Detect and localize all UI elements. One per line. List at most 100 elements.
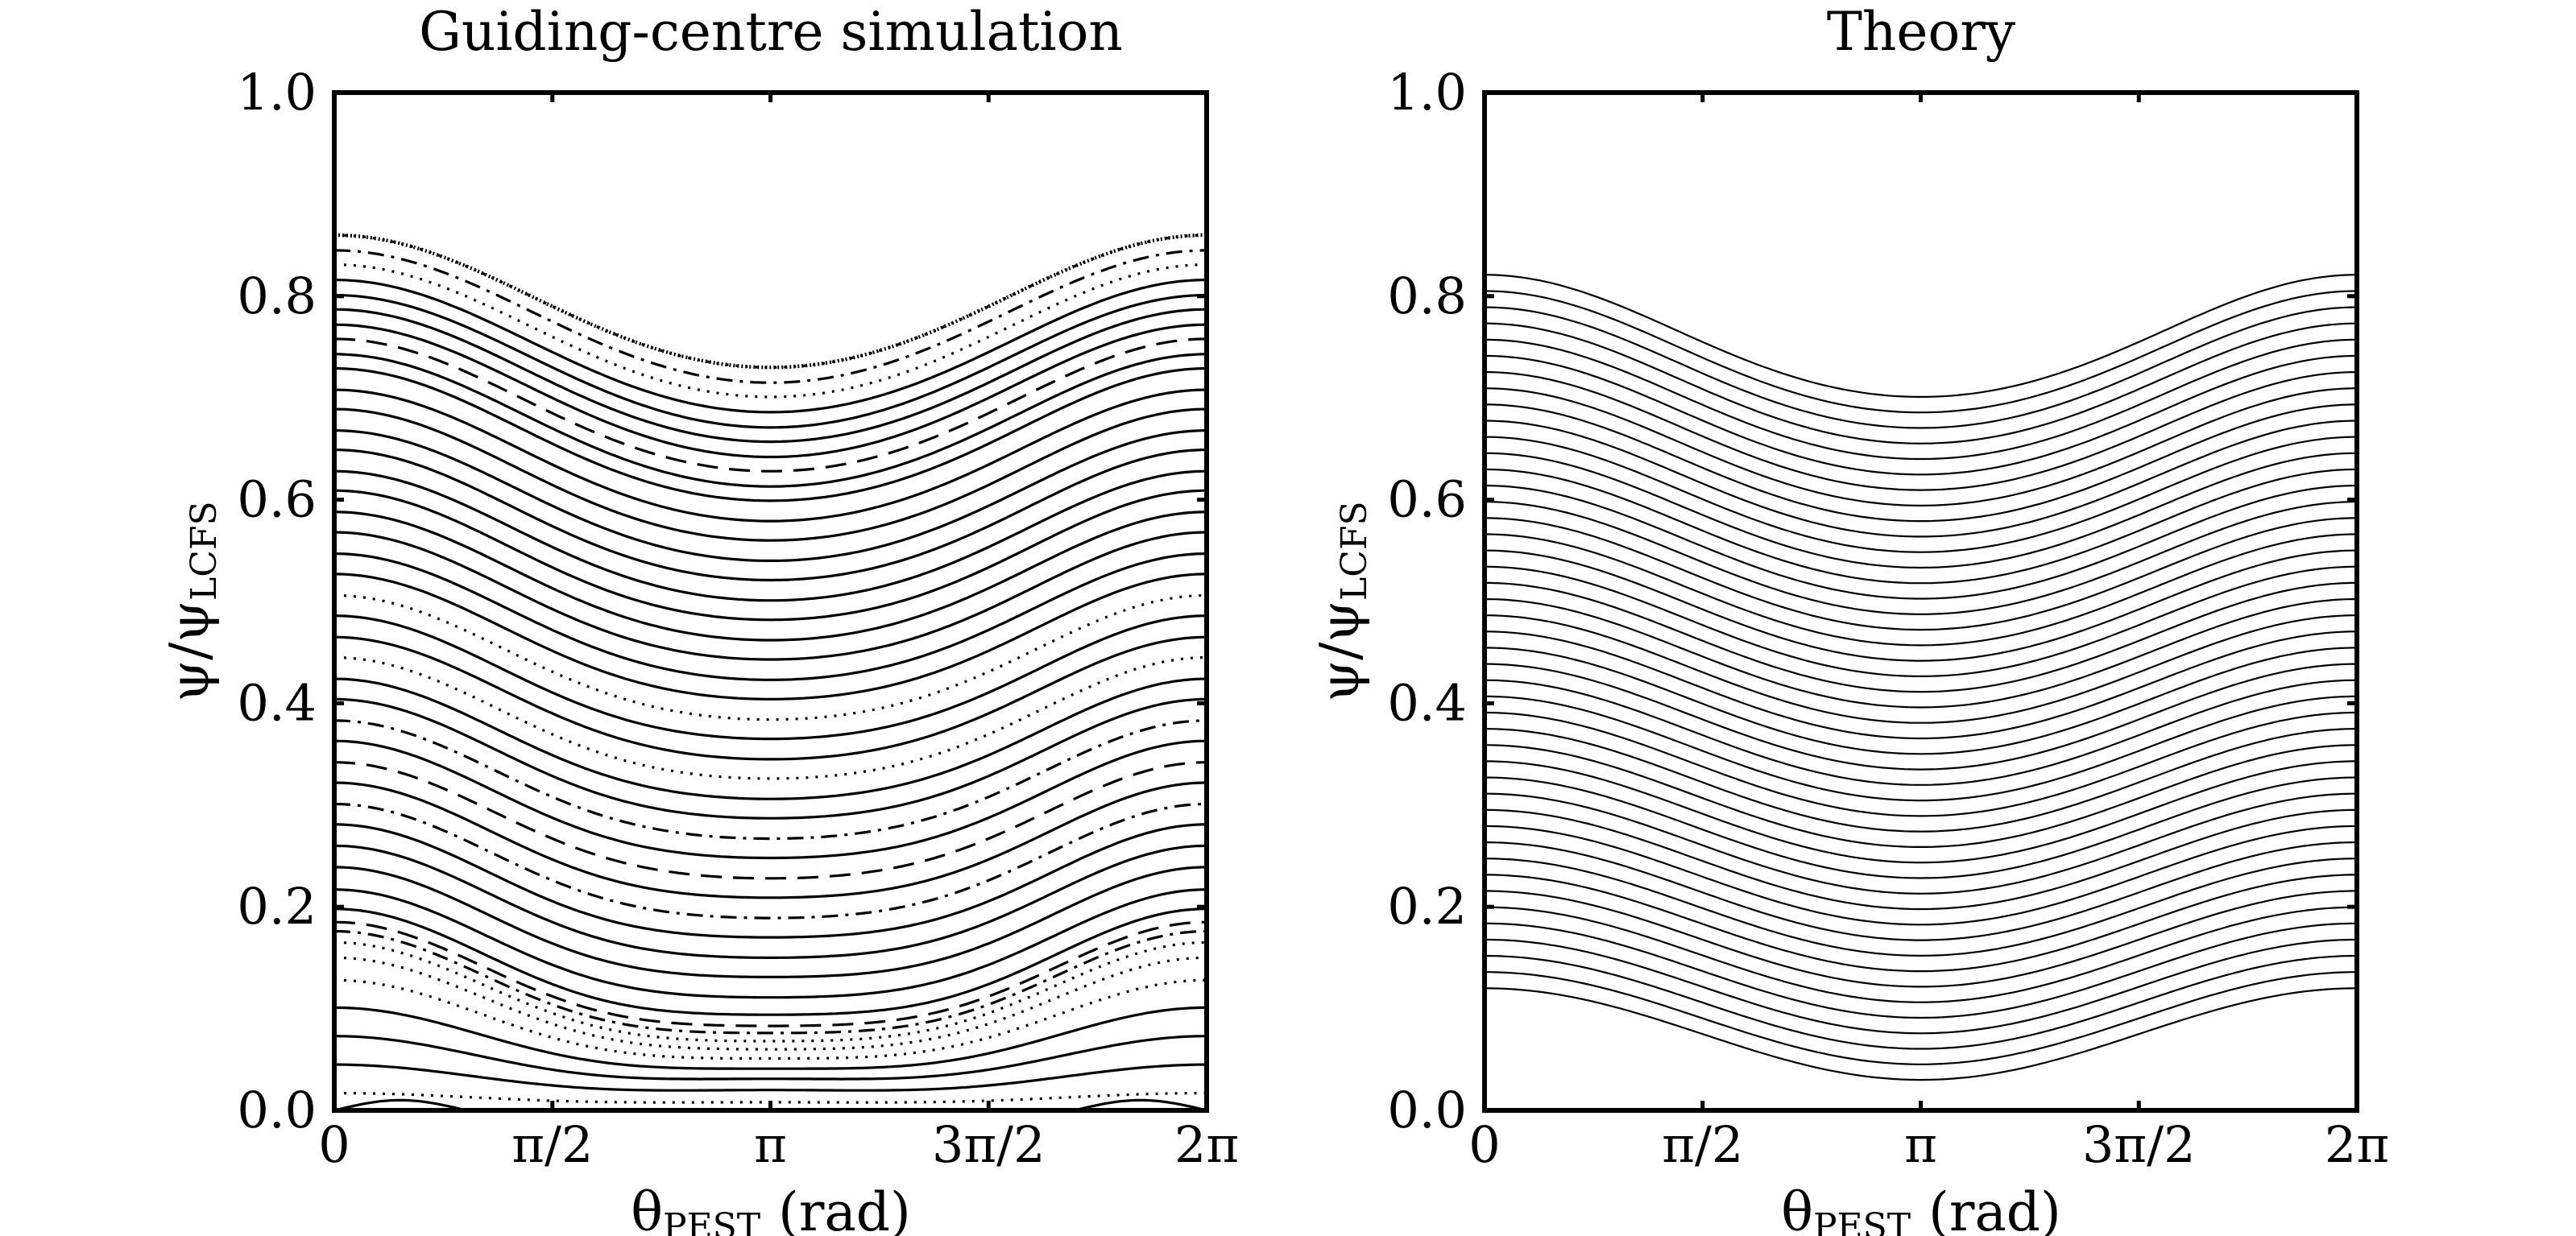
panel-guiding-centre: Guiding-centre simulation 0 π/2 π 3π/2 2π 0.0…: [159, 1, 1239, 1236]
flux-curve-level-18: [1485, 711, 2357, 817]
flux-curve-level-14: [1484, 776, 2358, 879]
flux-curve-level-5: [1485, 922, 2357, 1019]
flux-curve-level-39: [1485, 371, 2357, 491]
flux-curve-orbit-13: [333, 844, 1207, 959]
flux-curve-level-17: [1484, 728, 2358, 833]
flux-curve-level-3: [1484, 954, 2358, 1050]
y-tick-label: 0.6: [237, 470, 317, 529]
flux-curve-orbit-06: [333, 956, 1207, 1051]
flux-curve-orbit-34: [333, 407, 1207, 542]
flux-curve-level-41: [1484, 338, 2358, 461]
x-axis-label: θPEST (rad): [1781, 1181, 2061, 1236]
flux-curve-level-9: [1484, 858, 2358, 957]
y-axis-label: ψ/ψLCFS: [1309, 501, 1375, 701]
flux-curve-orbit-02: [334, 1063, 1207, 1092]
x-tick-label: 0: [318, 1115, 350, 1174]
flux-curve-orbit-15: [333, 802, 1207, 920]
x-tick-label: 2π: [1174, 1115, 1239, 1174]
x-tick-label: π: [1904, 1115, 1937, 1174]
flux-curve-orbit-44: [333, 249, 1207, 384]
x-tick-label: 0: [1468, 1115, 1500, 1174]
flux-curve-level-44: [1484, 290, 2358, 414]
flux-curve-level-29: [1485, 533, 2357, 647]
flux-curve-level-8: [1485, 874, 2357, 973]
flux-curve-orbit-18: [333, 739, 1207, 860]
flux-curve-orbit-27: [333, 552, 1207, 681]
flux-curve-orbit-28: [333, 531, 1207, 661]
flux-curve-level-12: [1484, 808, 2358, 911]
flux-curve-orbit-12: [333, 866, 1207, 978]
panel-title: Theory: [1827, 1, 2016, 63]
flux-curve-orbit-30: [333, 489, 1207, 622]
y-axis-label: ψ/ψLCFS: [159, 501, 225, 701]
flux-curve-orbit-03: [333, 1035, 1207, 1081]
curve-group: [1484, 274, 2358, 1081]
flux-curve-level-2: [1485, 971, 2357, 1065]
y-tick-label: 1.0: [237, 63, 317, 122]
flux-curve-orbit-42: [333, 279, 1207, 414]
flux-curve-orbit-23: [333, 635, 1207, 761]
y-tick-label: 0.0: [1387, 1081, 1467, 1139]
flux-curve-orbit-09: [333, 920, 1207, 1027]
flux-curve-level-4: [1484, 938, 2358, 1035]
flux-curve-orbit-40: [333, 308, 1207, 444]
flux-curve-level-1: [1484, 987, 2358, 1081]
flux-curve-level-45: [1485, 274, 2357, 398]
tick-group: 0 π/2 π 3π/2 2π 0.0 0.2 0.4 0.6 0.8 1.0: [1387, 63, 2389, 1174]
plot-frame: [1482, 90, 2359, 1113]
flux-curve-orbit-41: [333, 293, 1207, 429]
flux-curve-orbit-32: [334, 449, 1207, 582]
flux-curve-level-26: [1485, 581, 2357, 693]
x-tick-label: π/2: [511, 1115, 593, 1174]
y-tick-label: 0.8: [237, 267, 317, 325]
flux-curve-level-19: [1484, 695, 2358, 802]
flux-curve-orbit-43: [333, 263, 1207, 399]
flux-curve-level-30: [1484, 517, 2358, 631]
flux-curve-level-25: [1484, 597, 2358, 709]
flux-curve-orbit-36: [333, 366, 1207, 502]
flux-curve-level-37: [1485, 403, 2357, 523]
y-tick-label: 0.4: [237, 673, 317, 732]
trapped-orbit-trapped-left: [333, 1098, 467, 1112]
flux-curve-level-33: [1484, 468, 2358, 585]
x-tick-label: π: [754, 1115, 787, 1174]
flux-curve-orbit-31: [333, 469, 1207, 602]
flux-curve-level-15: [1485, 760, 2357, 864]
flux-curve-orbit-05: [333, 978, 1207, 1060]
flux-curve-orbit-10: [333, 907, 1207, 1016]
flux-curve-orbit-33: [333, 429, 1207, 562]
flux-curve-orbit-20: [333, 697, 1207, 820]
curve-group: [333, 233, 1207, 1112]
plot-frame: [332, 90, 1209, 1113]
flux-curve-orbit-39: [333, 323, 1207, 459]
x-tick-label: 2π: [2325, 1115, 2389, 1174]
flux-curve-level-21: [1485, 663, 2357, 771]
flux-curve-orbit-45: [334, 234, 1207, 369]
flux-curve-orbit-25: [333, 593, 1207, 721]
flux-curve-orbit-08: [333, 929, 1207, 1035]
y-tick-label: 0.0: [237, 1081, 317, 1139]
y-tick-label: 1.0: [1387, 63, 1467, 122]
y-tick-label: 0.8: [1387, 267, 1467, 325]
flux-curve-level-38: [1484, 387, 2358, 507]
tick-group: 0 π/2 π 3π/2 2π 0.0 0.2 0.4 0.6 0.8 1.0: [237, 63, 1239, 1174]
flux-curve-edge: [334, 233, 1207, 370]
y-tick-label: 0.2: [1387, 877, 1467, 936]
y-tick-label: 0.6: [1387, 470, 1467, 529]
flux-curve-level-23: [1485, 630, 2357, 740]
x-tick-label: 3π/2: [2082, 1115, 2196, 1174]
flux-curve-level-13: [1485, 792, 2357, 895]
panel-theory: Theory 0 π/2 π 3π/2 2π 0.0 0.2 0.4 0.6 0.8 1.0 θPE…: [1309, 1, 2389, 1236]
flux-curve-level-10: [1485, 841, 2357, 941]
flux-curve-level-36: [1484, 420, 2358, 538]
panel-title: Guiding-centre simulation: [419, 1, 1123, 63]
flux-curve-level-24: [1485, 614, 2357, 724]
flux-curve-level-6: [1484, 906, 2358, 1003]
flux-curve-orbit-24: [333, 614, 1207, 741]
y-tick-label: 0.4: [1387, 673, 1467, 732]
flux-curve-level-34: [1485, 452, 2357, 569]
flux-curve-level-35: [1484, 436, 2358, 553]
flux-curve-level-16: [1485, 744, 2357, 848]
flux-curve-orbit-16: [333, 781, 1207, 899]
